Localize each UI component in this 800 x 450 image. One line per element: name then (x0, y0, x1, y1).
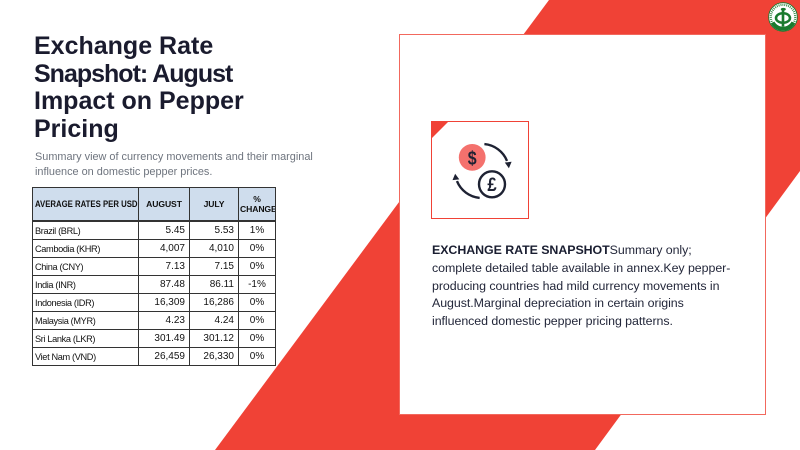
svg-text:$: $ (468, 147, 477, 169)
svg-text:£: £ (487, 174, 496, 195)
